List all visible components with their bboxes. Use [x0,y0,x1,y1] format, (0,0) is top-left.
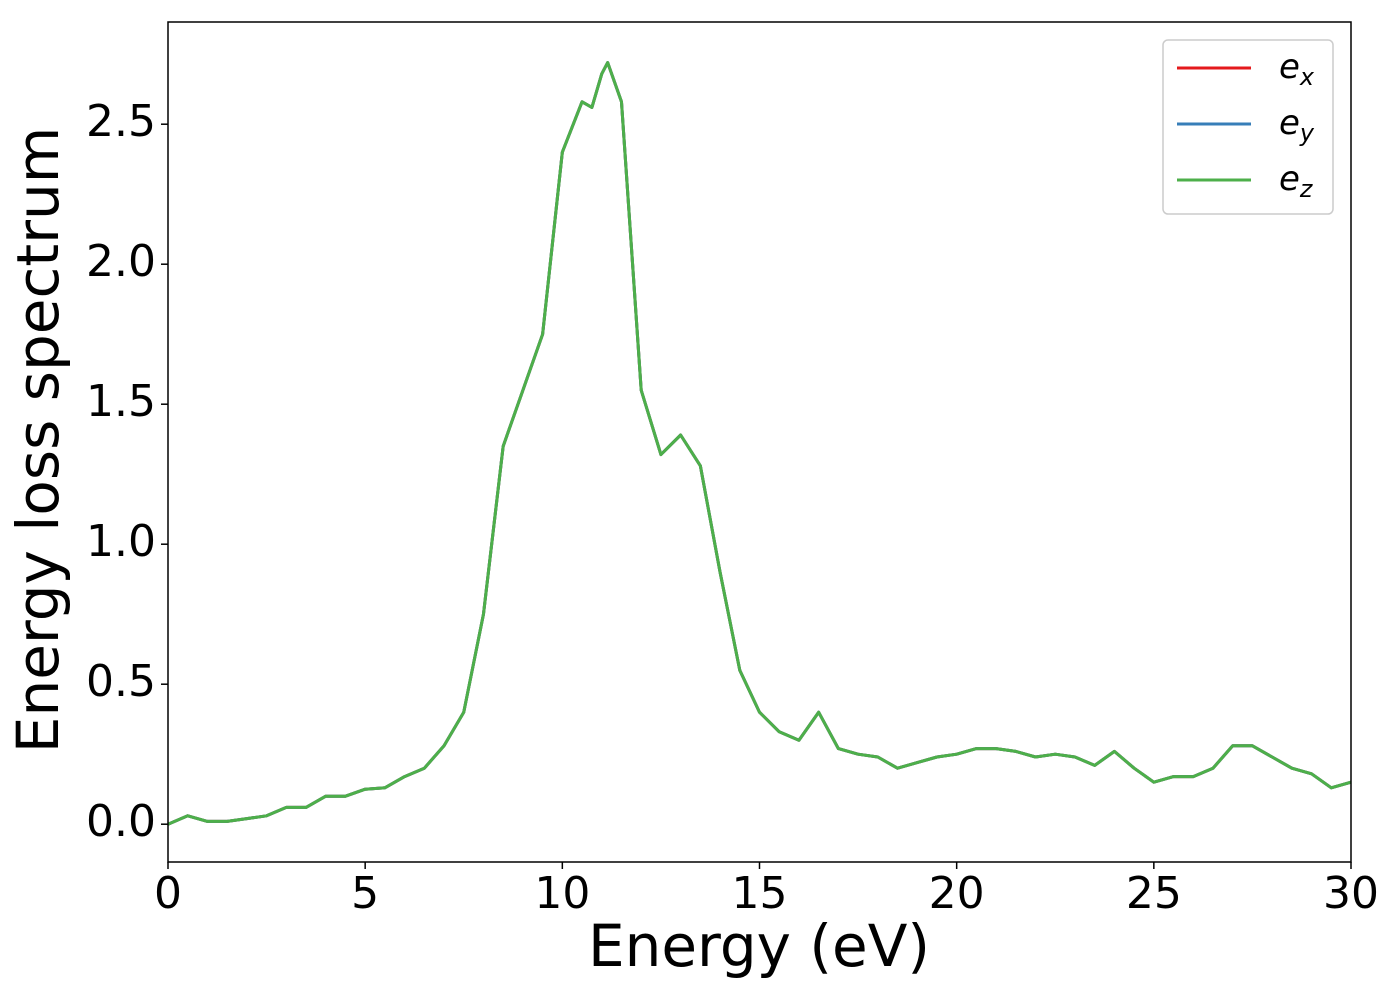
y-tick-label: 0.0 [86,796,156,847]
x-tick-label: 15 [732,868,788,919]
legend-box [1162,39,1334,215]
y-tick-label: 2.5 [86,96,156,147]
x-tick-label: 25 [1126,868,1182,919]
x-tick-label: 5 [351,868,379,919]
x-tick-label: 0 [154,868,182,919]
legend-label: ey [1279,103,1315,147]
x-tick-label: 10 [534,868,590,919]
x-tick-label: 30 [1323,868,1379,919]
y-tick-label: 0.5 [86,656,156,707]
y-axis-label: Energy loss spectrum [4,127,72,753]
series-line [167,61,1352,826]
y-tick-label: 2.0 [86,236,156,287]
plot-frame [167,21,1352,863]
legend-label: ez [1279,159,1313,203]
y-tick-label: 1.5 [86,376,156,427]
x-axis-label: Energy (eV) [588,912,930,980]
x-tick-label: 20 [929,868,985,919]
y-tick-label: 1.0 [86,516,156,567]
legend-label: ex [1279,47,1315,91]
